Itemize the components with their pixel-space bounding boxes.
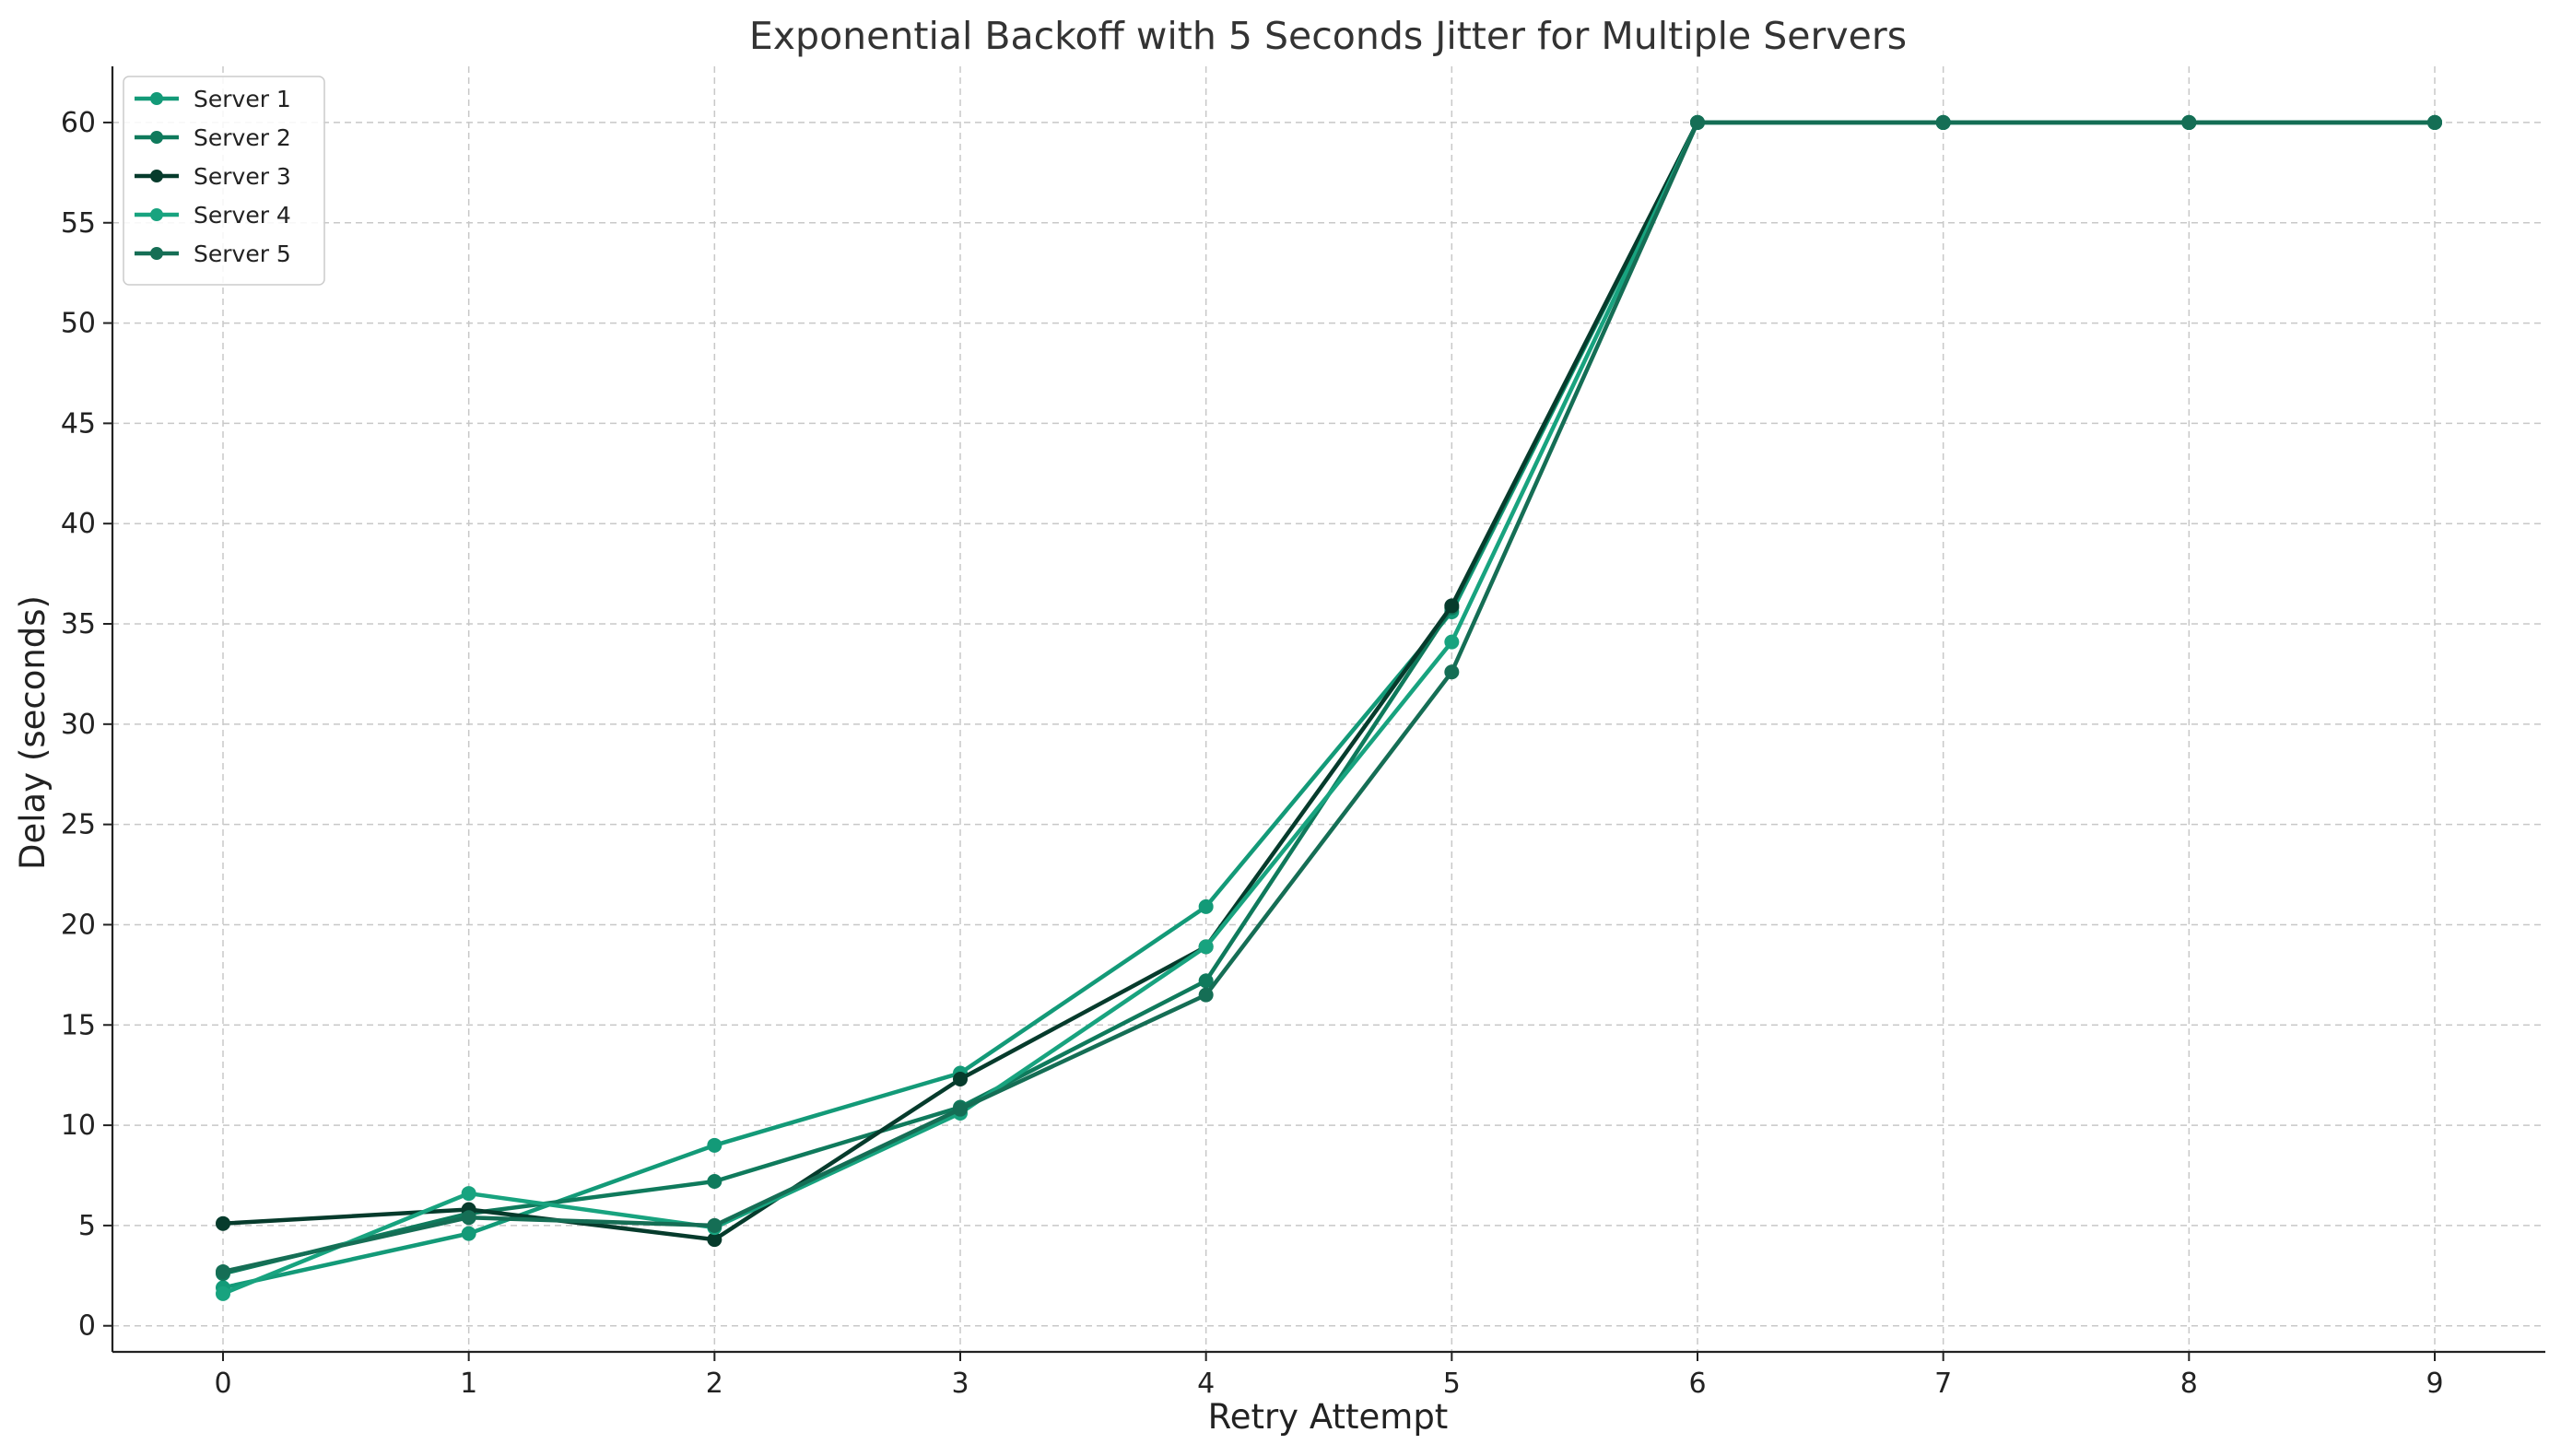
data-point — [2181, 114, 2197, 130]
data-point — [216, 1263, 230, 1279]
data-point — [2427, 114, 2442, 130]
series-lines — [216, 114, 2442, 1301]
y-axis-label: Delay (seconds) — [13, 595, 53, 870]
x-tick-label: 9 — [2426, 1368, 2443, 1400]
data-point — [707, 1217, 722, 1233]
data-point — [707, 1137, 722, 1153]
legend-label: Server 1 — [194, 86, 291, 112]
data-point — [216, 1286, 230, 1301]
x-tick-label: 5 — [1443, 1368, 1461, 1400]
data-point — [461, 1186, 476, 1202]
legend-label: Server 4 — [194, 202, 291, 229]
data-point — [707, 1174, 722, 1190]
series-line — [222, 120, 2435, 1290]
y-tick-label: 25 — [61, 809, 96, 841]
x-tick-label: 3 — [951, 1368, 969, 1400]
data-point — [216, 1215, 230, 1231]
series-line — [222, 120, 2435, 1276]
x-tick-label: 4 — [1197, 1368, 1215, 1400]
x-tick-label: 2 — [706, 1368, 723, 1400]
x-tick-label: 7 — [1934, 1368, 1952, 1400]
x-axis-label: Retry Attempt — [1208, 1397, 1449, 1437]
series-line — [222, 120, 2435, 1242]
y-tick-label: 55 — [61, 207, 96, 240]
series-5 — [216, 114, 2442, 1279]
data-point — [1935, 114, 1951, 130]
data-point — [461, 1226, 476, 1241]
data-point — [1444, 664, 1460, 680]
legend-box — [123, 76, 325, 286]
data-point — [707, 1232, 722, 1248]
series-4 — [216, 114, 2442, 1301]
legend-item: Server 3 — [135, 163, 291, 190]
y-tick-label: 15 — [61, 1009, 96, 1041]
data-point — [461, 1210, 476, 1226]
legend-label: Server 2 — [194, 124, 291, 151]
y-tick-label: 5 — [78, 1210, 96, 1242]
data-point — [1690, 114, 1705, 130]
legend-item: Server 4 — [135, 202, 291, 229]
legend-item: Server 5 — [135, 241, 291, 267]
y-tick-label: 0 — [78, 1310, 96, 1343]
legend-swatch-marker — [150, 131, 163, 144]
x-tick-label: 0 — [214, 1368, 231, 1400]
y-tick-label: 20 — [61, 909, 96, 941]
y-tick-label: 50 — [61, 308, 96, 340]
data-point — [1198, 973, 1214, 989]
legend-label: Server 5 — [194, 241, 291, 267]
data-point — [953, 1101, 968, 1117]
y-tick-label: 40 — [61, 508, 96, 540]
x-tick-label: 1 — [460, 1368, 477, 1400]
series-line — [222, 120, 2435, 1296]
legend-item: Server 1 — [135, 86, 291, 112]
legend-label: Server 3 — [194, 163, 291, 190]
data-point — [1444, 634, 1460, 650]
series-line — [222, 120, 2435, 1274]
y-tick-label: 45 — [61, 407, 96, 440]
data-point — [1198, 939, 1214, 955]
chart-title: Exponential Backoff with 5 Seconds Jitte… — [749, 14, 1907, 58]
x-tick-label: 6 — [1688, 1368, 1706, 1400]
data-point — [953, 1072, 968, 1087]
legend: Server 1 Server 2 Server 3 Server 4 Server 5 — [123, 76, 325, 286]
data-point — [1198, 898, 1214, 914]
series-3 — [216, 114, 2442, 1248]
data-point — [1198, 987, 1214, 1003]
legend-swatch-marker — [150, 170, 163, 182]
series-1 — [216, 114, 2442, 1296]
y-tick-label: 10 — [61, 1110, 96, 1142]
data-point — [1444, 598, 1460, 614]
y-tick-label: 35 — [61, 608, 96, 640]
grid-lines — [112, 66, 2545, 1352]
series-2 — [216, 114, 2442, 1282]
legend-swatch-marker — [150, 208, 163, 221]
legend-swatch-marker — [150, 92, 163, 105]
y-tick-label: 30 — [61, 709, 96, 741]
legend-item: Server 2 — [135, 124, 291, 151]
legend-swatch-marker — [150, 247, 163, 260]
axes — [103, 66, 2545, 1361]
y-tick-label: 60 — [61, 107, 96, 139]
x-tick-label: 8 — [2180, 1368, 2198, 1400]
